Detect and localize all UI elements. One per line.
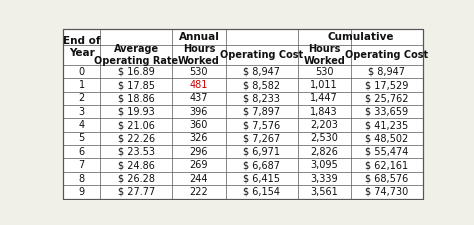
Text: End of
Year: End of Year: [63, 36, 100, 58]
Text: Average
Operating Rate: Average Operating Rate: [94, 44, 178, 66]
Text: $ 26.28: $ 26.28: [118, 173, 155, 184]
Text: 2: 2: [79, 93, 85, 104]
Text: Operating Cost: Operating Cost: [346, 50, 428, 60]
Text: 530: 530: [315, 67, 334, 77]
Text: 326: 326: [190, 133, 208, 144]
Text: $ 7,576: $ 7,576: [243, 120, 280, 130]
Text: 222: 222: [190, 187, 208, 197]
Text: $ 6,971: $ 6,971: [243, 147, 280, 157]
Text: $ 8,233: $ 8,233: [243, 93, 280, 104]
Text: $ 18.86: $ 18.86: [118, 93, 155, 104]
Text: 1: 1: [79, 80, 85, 90]
Text: 2,203: 2,203: [310, 120, 338, 130]
Text: 0: 0: [79, 67, 85, 77]
Text: $ 48,502: $ 48,502: [365, 133, 409, 144]
Text: 481: 481: [190, 80, 208, 90]
Text: $ 41,235: $ 41,235: [365, 120, 409, 130]
Text: $ 17.85: $ 17.85: [118, 80, 155, 90]
Text: 3: 3: [79, 107, 85, 117]
Text: $ 24.86: $ 24.86: [118, 160, 155, 170]
Text: $ 8,947: $ 8,947: [243, 67, 280, 77]
Text: $ 62,161: $ 62,161: [365, 160, 409, 170]
Text: 437: 437: [190, 93, 208, 104]
Text: 396: 396: [190, 107, 208, 117]
Text: $ 8,582: $ 8,582: [243, 80, 280, 90]
Text: 269: 269: [190, 160, 208, 170]
Text: 9: 9: [79, 187, 85, 197]
Text: $ 8,947: $ 8,947: [368, 67, 405, 77]
Text: 3,561: 3,561: [310, 187, 338, 197]
Text: 244: 244: [190, 173, 208, 184]
Text: $ 17,529: $ 17,529: [365, 80, 409, 90]
Text: $ 23.53: $ 23.53: [118, 147, 155, 157]
Text: 1,447: 1,447: [310, 93, 338, 104]
Text: Cumulative: Cumulative: [327, 32, 393, 42]
Text: 1,843: 1,843: [310, 107, 338, 117]
Text: $ 6,687: $ 6,687: [243, 160, 280, 170]
Text: 8: 8: [79, 173, 85, 184]
Text: Hours
Worked: Hours Worked: [178, 44, 220, 66]
Text: $ 21.06: $ 21.06: [118, 120, 155, 130]
Text: $ 33,659: $ 33,659: [365, 107, 409, 117]
Text: $ 25,762: $ 25,762: [365, 93, 409, 104]
Text: $ 68,576: $ 68,576: [365, 173, 409, 184]
Text: 4: 4: [79, 120, 85, 130]
Text: $ 16.89: $ 16.89: [118, 67, 155, 77]
Text: $ 27.77: $ 27.77: [118, 187, 155, 197]
Text: $ 6,415: $ 6,415: [243, 173, 280, 184]
Text: $ 19.93: $ 19.93: [118, 107, 155, 117]
Text: 3,095: 3,095: [310, 160, 338, 170]
Text: $ 55,474: $ 55,474: [365, 147, 409, 157]
Text: $ 74,730: $ 74,730: [365, 187, 409, 197]
Text: 2,530: 2,530: [310, 133, 338, 144]
Text: 2,826: 2,826: [310, 147, 338, 157]
Text: 296: 296: [190, 147, 208, 157]
Text: Operating Cost: Operating Cost: [220, 50, 303, 60]
Text: 7: 7: [79, 160, 85, 170]
Text: 5: 5: [79, 133, 85, 144]
Text: $ 7,267: $ 7,267: [243, 133, 280, 144]
Text: 360: 360: [190, 120, 208, 130]
Text: 6: 6: [79, 147, 85, 157]
Text: $ 22.26: $ 22.26: [118, 133, 155, 144]
Text: $ 7,897: $ 7,897: [243, 107, 280, 117]
Text: Hours
Worked: Hours Worked: [303, 44, 345, 66]
FancyBboxPatch shape: [63, 29, 423, 198]
Text: 1,011: 1,011: [310, 80, 338, 90]
Text: 530: 530: [190, 67, 208, 77]
Text: $ 6,154: $ 6,154: [243, 187, 280, 197]
Text: 3,339: 3,339: [310, 173, 338, 184]
Text: Annual: Annual: [179, 32, 219, 42]
